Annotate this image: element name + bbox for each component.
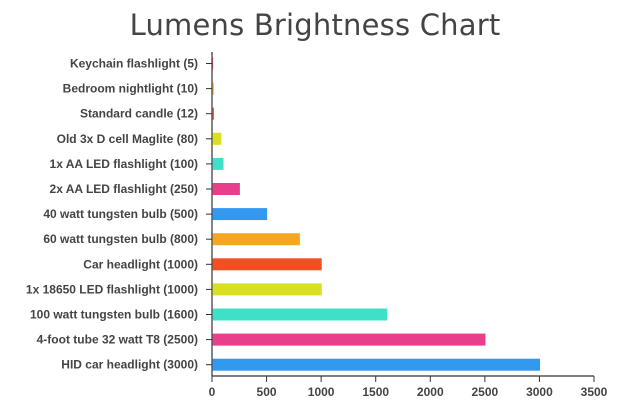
chart-title: Lumens Brightness Chart xyxy=(129,8,501,42)
category-label: 40 watt tungsten bulb (500) xyxy=(43,207,198,221)
bar xyxy=(212,233,300,246)
x-tick-label: 3500 xyxy=(581,385,608,399)
category-label: 60 watt tungsten bulb (800) xyxy=(43,232,198,246)
category-label: Keychain flashlight (5) xyxy=(70,57,198,71)
bar xyxy=(212,308,388,321)
bar xyxy=(212,157,224,170)
x-tick-label: 1500 xyxy=(362,385,389,399)
category-label: 2x AA LED flashlight (250) xyxy=(50,182,198,196)
bar xyxy=(212,358,541,371)
category-label: 1x AA LED flashlight (100) xyxy=(50,157,198,171)
bar xyxy=(212,82,214,95)
bar xyxy=(212,132,222,145)
x-tick-label: 500 xyxy=(257,385,277,399)
x-tick-label: 2000 xyxy=(417,385,444,399)
x-tick-label: 2500 xyxy=(472,385,499,399)
bar xyxy=(212,283,322,296)
category-label: Old 3x D cell Maglite (80) xyxy=(57,132,198,146)
category-label: 4-foot tube 32 watt T8 (2500) xyxy=(37,333,198,347)
category-label: 100 watt tungsten bulb (1600) xyxy=(30,308,198,322)
bar xyxy=(212,57,214,70)
bar xyxy=(212,258,322,271)
category-label: Standard candle (12) xyxy=(80,107,198,121)
bar xyxy=(212,107,214,120)
bar xyxy=(212,208,268,221)
x-tick-label: 3000 xyxy=(526,385,553,399)
x-tick-label: 0 xyxy=(209,385,216,399)
category-label: 1x 18650 LED flashlight (1000) xyxy=(26,282,198,296)
category-label: HID car headlight (3000) xyxy=(61,358,198,372)
x-tick-label: 1000 xyxy=(308,385,335,399)
bar xyxy=(212,333,486,346)
category-label: Bedroom nightlight (10) xyxy=(63,82,198,96)
bar xyxy=(212,183,240,195)
category-label: Car headlight (1000) xyxy=(83,257,198,271)
